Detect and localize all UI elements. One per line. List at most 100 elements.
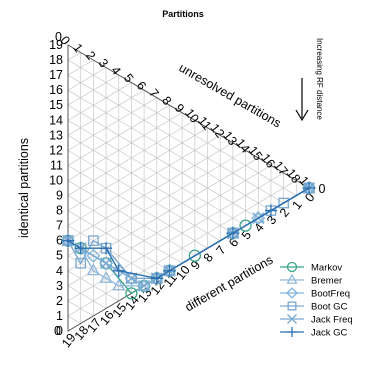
tick-label-unresolved: 17 <box>271 159 291 179</box>
tick-label-unresolved: 16 <box>258 151 278 171</box>
tick-label-different: 14 <box>122 293 142 313</box>
tick-label-unresolved: 8 <box>159 94 174 108</box>
legend-label: BootFreq <box>311 289 350 300</box>
data-point <box>112 278 126 291</box>
rf-distance-arrow-head <box>295 109 309 122</box>
grid-line <box>67 67 107 91</box>
grid-line <box>67 225 157 279</box>
data-series <box>61 180 316 300</box>
tick-label-identical: 0 <box>56 324 63 338</box>
tick-label-identical: 2 <box>56 294 63 308</box>
data-point <box>264 204 277 217</box>
data-point <box>302 181 316 195</box>
tick-label-unresolved: 18 <box>284 166 304 186</box>
grid-line <box>67 172 284 302</box>
tick-label-different: 18 <box>72 323 92 343</box>
chart-title: Partitions <box>162 9 204 19</box>
grid-line <box>67 165 208 249</box>
grid-line <box>67 285 107 309</box>
data-point <box>75 257 87 269</box>
data-point <box>278 197 289 209</box>
tick-label-identical: 16 <box>49 83 63 97</box>
tick-label-different: 19 <box>59 331 79 351</box>
data-point <box>163 264 176 277</box>
tick-label-identical: 3 <box>56 279 63 293</box>
tick-label-different: 17 <box>84 316 104 336</box>
tick-label-different: 8 <box>201 251 216 265</box>
tick-label-identical: 5 <box>56 249 63 263</box>
data-point <box>226 227 239 240</box>
grid-line <box>67 210 170 272</box>
legend-label: Bremer <box>311 276 342 287</box>
tick-label-unresolved: 12 <box>208 121 228 141</box>
grid-line <box>67 157 259 272</box>
data-point <box>112 264 125 277</box>
axis-title-identical: identical partitions <box>17 138 31 238</box>
tick-label-unresolved: 10 <box>182 106 202 126</box>
rf-distance-note: Increasing RF distance <box>295 38 324 122</box>
grid-line <box>67 82 132 121</box>
tick-label-unresolved: 14 <box>233 136 253 156</box>
grid-line <box>67 300 94 317</box>
legend-label: Markov <box>311 263 342 274</box>
legend-marker <box>287 301 297 311</box>
data-point <box>88 235 99 247</box>
corner-label-bottom: 0 <box>54 324 61 338</box>
grid-line <box>67 195 183 264</box>
grid-line <box>67 127 208 211</box>
grid-line <box>67 97 157 151</box>
tick-label-unresolved: 5 <box>121 71 136 85</box>
tick-label-identical: 14 <box>49 113 63 127</box>
grid-line <box>67 104 259 219</box>
data-point <box>100 257 113 270</box>
grid-line <box>67 104 170 166</box>
legend-marker <box>286 261 298 273</box>
legend-item: Jack GC <box>280 327 348 339</box>
legend-item: Bremer <box>280 273 342 287</box>
grid-line <box>67 135 234 234</box>
data-point <box>86 263 100 276</box>
corner-label-right: 0 <box>319 182 326 196</box>
tick-label-identical: 18 <box>49 53 63 67</box>
tick-label-identical: 7 <box>56 219 63 233</box>
grid-line <box>67 74 119 106</box>
grid-line <box>67 74 284 204</box>
tick-label-unresolved: 13 <box>220 129 240 149</box>
tick-label-different: 7 <box>213 243 228 257</box>
legend-item: Jack Freq <box>280 314 353 326</box>
tick-label-unresolved: 1 <box>70 41 85 55</box>
tick-label-different: 10 <box>173 263 193 283</box>
tick-label-unresolved: 6 <box>134 79 149 93</box>
corner-label-top: 0 <box>55 30 62 44</box>
grid-line <box>67 315 81 324</box>
grid-line <box>67 119 196 196</box>
data-point <box>138 279 151 292</box>
tick-label-identical: 13 <box>49 128 63 142</box>
tick-label-different: 15 <box>110 301 130 321</box>
data-point <box>239 219 252 232</box>
ternary-frame <box>67 44 310 332</box>
legend-marker <box>287 327 297 337</box>
grid-line <box>67 180 196 257</box>
legend-item: Boot GC <box>280 302 348 313</box>
legend-label: Jack GC <box>311 328 348 339</box>
grid-line <box>67 112 183 181</box>
tick-label-identical: 11 <box>50 158 63 172</box>
tick-label-identical: 6 <box>56 234 63 248</box>
tick-label-unresolved: 15 <box>246 144 266 164</box>
data-point <box>188 249 201 262</box>
tick-label-identical: 4 <box>56 264 63 278</box>
grid-line <box>67 270 119 302</box>
series-jack-gc <box>61 181 316 285</box>
tick-label-identical: 19 <box>49 38 63 52</box>
tick-label-different: 16 <box>97 308 117 328</box>
ternary-grid <box>67 52 297 324</box>
tick-label-identical: 8 <box>56 204 63 218</box>
data-point <box>74 242 87 255</box>
tick-label-identical: 10 <box>49 174 63 188</box>
legend-marker <box>286 273 298 284</box>
legend-marker <box>286 287 298 299</box>
grid-line <box>67 89 145 136</box>
data-point <box>61 234 75 247</box>
